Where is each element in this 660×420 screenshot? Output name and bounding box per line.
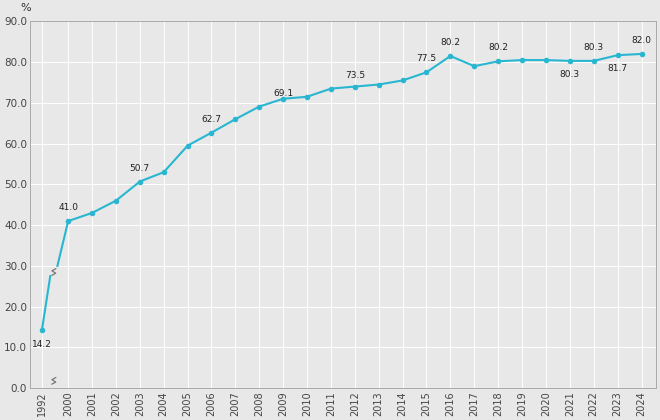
Text: 77.5: 77.5 — [416, 54, 436, 63]
Text: 50.7: 50.7 — [130, 163, 150, 173]
Text: 80.2: 80.2 — [440, 38, 461, 47]
Text: %: % — [20, 3, 31, 13]
Text: 41.0: 41.0 — [58, 203, 78, 212]
Text: 14.2: 14.2 — [32, 341, 52, 349]
Text: 80.3: 80.3 — [583, 43, 604, 52]
Text: 81.7: 81.7 — [608, 64, 628, 73]
Text: 80.2: 80.2 — [488, 43, 508, 52]
Text: 73.5: 73.5 — [345, 71, 365, 80]
Text: 82.0: 82.0 — [632, 36, 651, 45]
Text: 69.1: 69.1 — [273, 89, 293, 97]
Text: 80.3: 80.3 — [560, 70, 580, 79]
Text: 62.7: 62.7 — [201, 115, 222, 123]
